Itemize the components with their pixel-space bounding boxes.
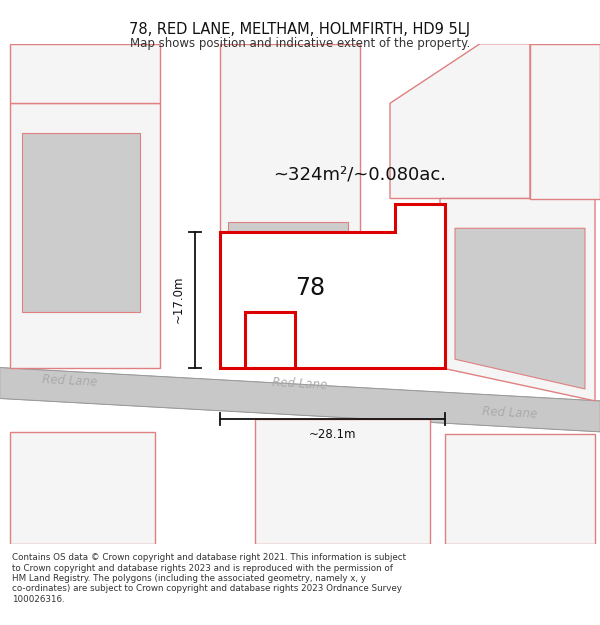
Text: Map shows position and indicative extent of the property.: Map shows position and indicative extent… <box>130 38 470 51</box>
Polygon shape <box>228 222 348 294</box>
Text: ~17.0m: ~17.0m <box>172 276 185 324</box>
Polygon shape <box>530 44 600 199</box>
Text: Red Lane: Red Lane <box>42 372 98 389</box>
Polygon shape <box>22 133 140 312</box>
Text: Contains OS data © Crown copyright and database right 2021. This information is : Contains OS data © Crown copyright and d… <box>12 553 406 604</box>
Polygon shape <box>0 368 600 432</box>
Text: ~324m²/~0.080ac.: ~324m²/~0.080ac. <box>274 166 446 184</box>
Polygon shape <box>245 312 295 368</box>
Polygon shape <box>440 199 595 401</box>
Text: 78: 78 <box>295 276 325 300</box>
Polygon shape <box>10 44 160 103</box>
Polygon shape <box>255 419 430 544</box>
Polygon shape <box>220 204 445 368</box>
Text: Red Lane: Red Lane <box>272 376 328 392</box>
Polygon shape <box>390 44 530 199</box>
Text: ~28.1m: ~28.1m <box>309 428 356 441</box>
Polygon shape <box>445 434 595 544</box>
Text: Red Lane: Red Lane <box>482 405 538 421</box>
Polygon shape <box>455 228 585 389</box>
Polygon shape <box>220 44 360 306</box>
Polygon shape <box>10 103 160 367</box>
Text: 78, RED LANE, MELTHAM, HOLMFIRTH, HD9 5LJ: 78, RED LANE, MELTHAM, HOLMFIRTH, HD9 5L… <box>130 22 470 37</box>
Polygon shape <box>10 432 155 544</box>
